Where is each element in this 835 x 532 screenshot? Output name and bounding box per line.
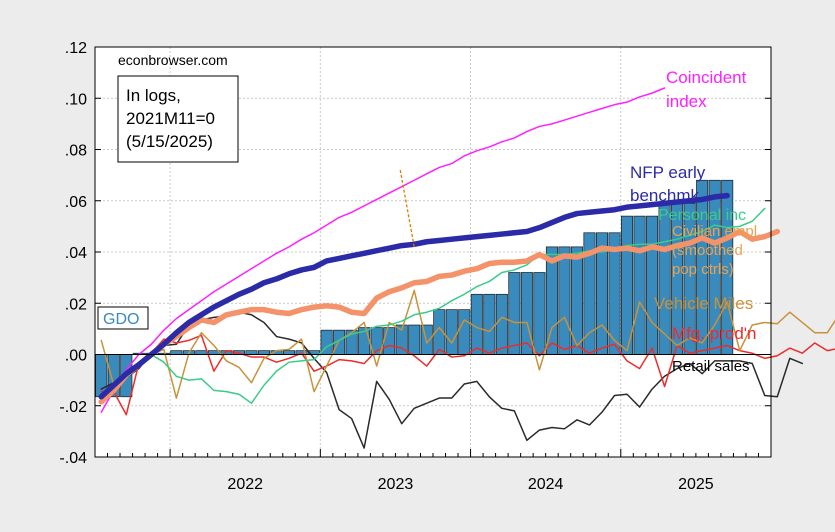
marker-vertical-line xyxy=(399,169,415,247)
x-tick-label: 2025 xyxy=(678,476,714,493)
label-civilian-empl-1: Civilian empl. xyxy=(672,223,761,240)
gdo-bar xyxy=(383,327,396,355)
label-nfp-2: benchmk xyxy=(630,186,699,205)
series-line-civilian-empl-smoothed-pop-ctrls xyxy=(98,228,781,405)
label-personal-inc: Personal inc xyxy=(658,207,746,224)
y-tick-label: .10 xyxy=(65,91,87,108)
y-tick-label: .08 xyxy=(65,143,87,160)
series-line-personal-inc xyxy=(100,207,766,404)
y-tick-label: -.02 xyxy=(59,399,87,416)
label-retail-sales: Retail sales xyxy=(672,358,750,375)
gdo-bar xyxy=(658,202,671,355)
label-vehicle-miles: Vehicle Miles xyxy=(654,294,753,313)
axes: .12 .10 .08 .06 .04 .02 .00 -.02 -.04 2022 2023 202… xyxy=(59,40,772,493)
gdo-bar xyxy=(408,324,421,355)
y-tick-label: .00 xyxy=(65,348,87,365)
y-tick-label: .06 xyxy=(65,194,87,211)
note-line-2: 2021M11=0 xyxy=(126,109,215,128)
gdo-bar xyxy=(508,272,521,355)
gdo-bar xyxy=(257,350,271,355)
gdo-bar xyxy=(458,309,471,355)
note-box xyxy=(117,75,239,163)
x-tick-label: 2023 xyxy=(378,476,414,493)
y-tick-label: -.04 xyxy=(59,450,87,467)
gdo-bar xyxy=(195,350,208,355)
series-line-coincident-index xyxy=(100,87,666,413)
y-tick-label: .12 xyxy=(65,40,87,57)
label-civilian-empl-2: (smoothed xyxy=(672,242,743,259)
y-tick-label: .04 xyxy=(65,245,87,262)
gdo-bar xyxy=(283,350,296,355)
gdo-label: GDO xyxy=(103,311,139,328)
gdo-bar xyxy=(245,350,258,355)
watermark-text: econbrowser.com xyxy=(118,52,228,68)
series-line-vehicle-miles xyxy=(100,289,835,399)
gdo-bar xyxy=(495,293,508,355)
gdo-bar xyxy=(483,293,496,355)
note-line-3: (5/15/2025) xyxy=(126,132,213,151)
gdo-bar xyxy=(633,215,646,355)
label-coincident-index-1: Coincident xyxy=(666,68,747,87)
gdo-bar xyxy=(170,350,183,355)
note-line-1: In logs, xyxy=(126,86,181,105)
gdo-bar xyxy=(445,309,458,355)
y-tick-label: .02 xyxy=(65,296,87,313)
label-mfg-prodn: Mfg. prod'n xyxy=(672,324,757,343)
x-tick-label: 2024 xyxy=(528,476,564,493)
gdo-bar xyxy=(558,246,571,355)
x-tick-label: 2022 xyxy=(227,476,263,493)
gdo-bar xyxy=(646,215,659,355)
gdo-label-box xyxy=(97,306,149,330)
gdo-bar xyxy=(520,272,533,355)
label-civilian-empl-3: pop ctrls) xyxy=(672,261,734,278)
label-nfp-1: NFP early xyxy=(630,163,706,182)
label-coincident-index-2: index xyxy=(666,92,707,111)
gdo-bar xyxy=(533,272,546,355)
